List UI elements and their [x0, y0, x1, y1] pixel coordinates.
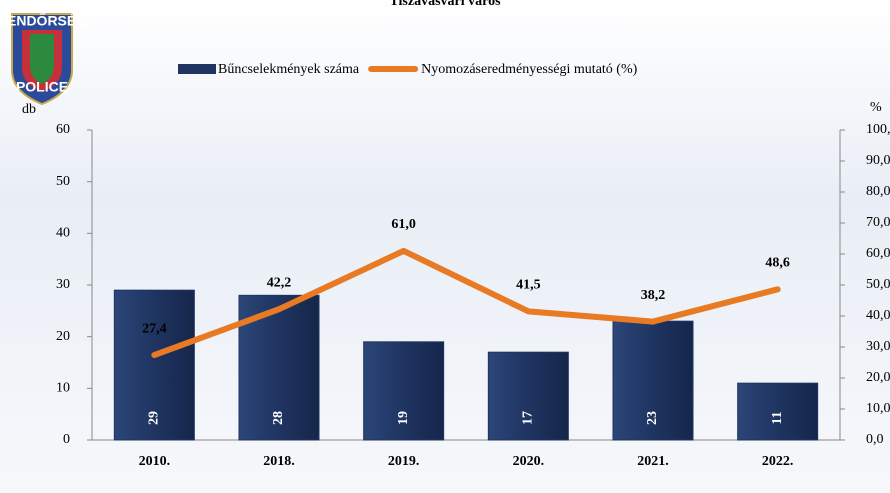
y-tick-label: 60 [56, 122, 70, 137]
legend-swatch [178, 64, 216, 74]
bar-value-label: 23 [645, 411, 660, 425]
bar-value-label: 17 [521, 411, 536, 425]
bar-value-label: 19 [396, 411, 411, 425]
x-tick-label: 2022. [762, 454, 794, 469]
chart: Tiszavasvári város RENDŐRSÉG POLICE db %… [0, 0, 890, 493]
line-value-label: 27,4 [142, 321, 167, 336]
chart-title: Tiszavasvári város [389, 0, 501, 9]
y2-tick-label: 30,0 [866, 339, 890, 354]
y2-tick-label: 80,0 [866, 184, 890, 199]
y2-tick-label: 0,0 [866, 432, 884, 447]
y2-tick-label: 40,0 [866, 308, 890, 323]
y2-tick-label: 50,0 [866, 277, 890, 292]
bar-value-label: 29 [147, 411, 162, 425]
logo-text: POLICE [16, 79, 68, 95]
y-tick-label: 10 [56, 381, 70, 396]
y2-tick-label: 90,0 [866, 153, 890, 168]
line-value-label: 61,0 [391, 217, 416, 232]
line-value-label: 42,2 [267, 275, 292, 290]
y-tick-label: 50 [56, 174, 70, 189]
legend-label: Nyomozáseredményességi mutató (%) [421, 62, 637, 77]
x-tick-label: 2019. [388, 454, 420, 469]
x-tick-label: 2018. [263, 454, 295, 469]
y2-tick-label: 10,0 [866, 401, 890, 416]
x-tick-label: 2020. [513, 454, 545, 469]
bar-value-label: 11 [770, 411, 785, 424]
y-tick-label: 40 [56, 226, 70, 241]
x-tick-label: 2010. [139, 454, 171, 469]
line-value-label: 48,6 [765, 256, 790, 271]
line-value-label: 38,2 [641, 288, 666, 303]
y2-tick-label: 70,0 [866, 215, 890, 230]
y2-tick-label: 100,0 [866, 122, 890, 137]
y-axis-label: db [22, 102, 36, 117]
bar-value-label: 28 [271, 411, 286, 425]
y2-tick-label: 20,0 [866, 370, 890, 385]
bar [488, 352, 568, 440]
y2-axis-label: % [870, 100, 882, 115]
y-tick-label: 30 [56, 277, 70, 292]
legend-label: Bűncselekmények száma [218, 62, 360, 77]
y-tick-label: 20 [56, 329, 70, 344]
x-tick-label: 2021. [637, 454, 669, 469]
logo-text: RENDŐRSÉG [0, 12, 87, 29]
y2-tick-label: 60,0 [866, 246, 890, 261]
logo-center [30, 34, 54, 84]
y-tick-label: 0 [63, 432, 70, 447]
line-value-label: 41,5 [516, 278, 541, 293]
